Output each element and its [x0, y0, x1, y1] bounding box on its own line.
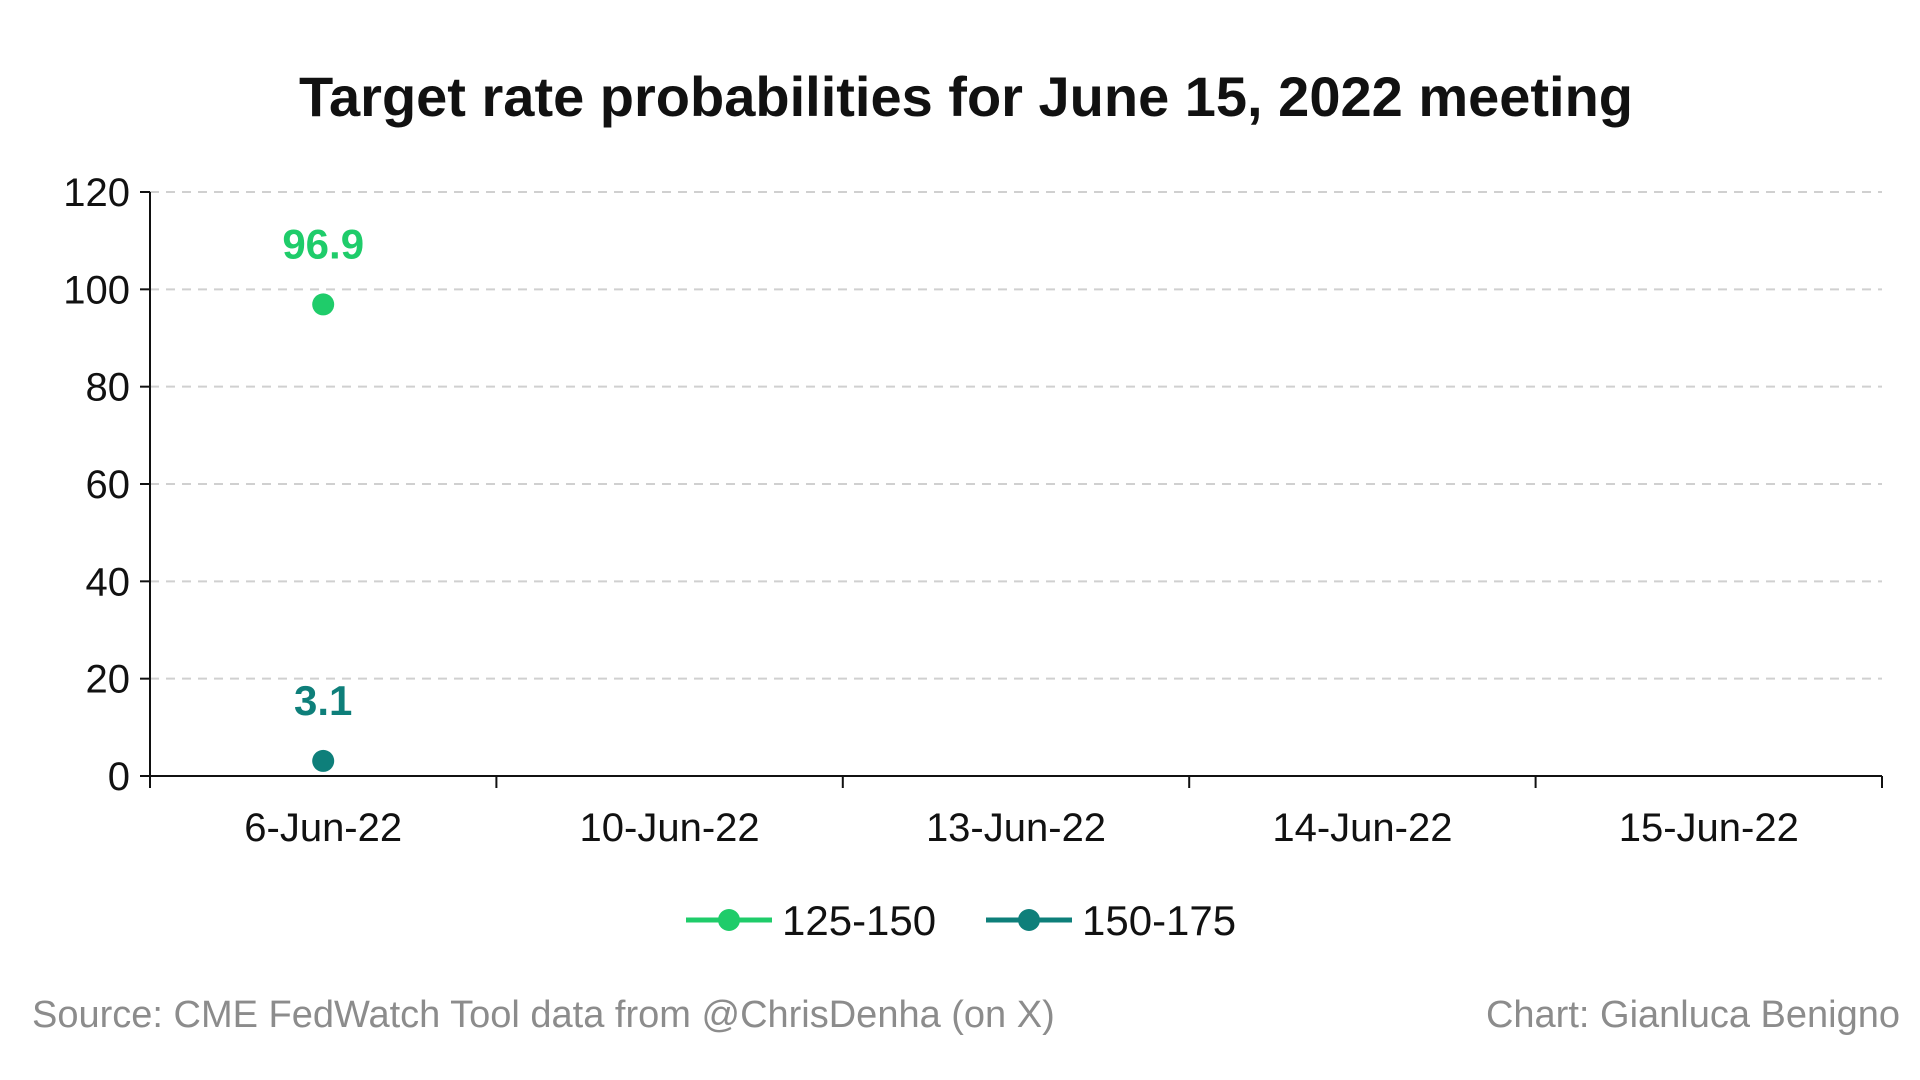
- x-tick-label: 15-Jun-22: [1619, 806, 1799, 850]
- data-point: [312, 749, 335, 772]
- grid: [150, 191, 1882, 680]
- chart-credit: Chart: Gianluca Benigno: [1486, 994, 1900, 1036]
- y-tick-label: 100: [63, 268, 130, 312]
- legend-label: 125-150: [782, 897, 936, 944]
- source-note: Source: CME FedWatch Tool data from @Chr…: [32, 994, 1055, 1036]
- data-marks: 96.9 3.1: [282, 220, 364, 772]
- chart-title: Target rate probabilities for June 15, 2…: [299, 65, 1633, 128]
- y-tick-label: 80: [86, 366, 131, 410]
- x-tick-label: 10-Jun-22: [580, 806, 760, 850]
- data-label: 3.1: [294, 677, 352, 724]
- x-tick-label: 6-Jun-22: [244, 806, 402, 850]
- x-tick-label: 13-Jun-22: [926, 806, 1106, 850]
- legend-label: 150-175: [1082, 897, 1236, 944]
- x-tick-label: 14-Jun-22: [1272, 806, 1452, 850]
- y-tick-label: 120: [63, 171, 130, 215]
- y-tick-label: 0: [108, 755, 130, 799]
- legend-marker: [718, 909, 740, 931]
- legend: 125-150 150-175: [686, 897, 1236, 944]
- y-tick-label: 20: [86, 658, 131, 702]
- y-tick-label: 40: [86, 560, 131, 604]
- data-point: [312, 293, 335, 316]
- axes: 0 20 40 60 80 100 120 6-Jun-22 10-Jun-22 13-Jun-2…: [63, 171, 1883, 850]
- y-tick-label: 60: [86, 463, 131, 507]
- data-label: 96.9: [282, 220, 364, 267]
- legend-marker: [1018, 909, 1040, 931]
